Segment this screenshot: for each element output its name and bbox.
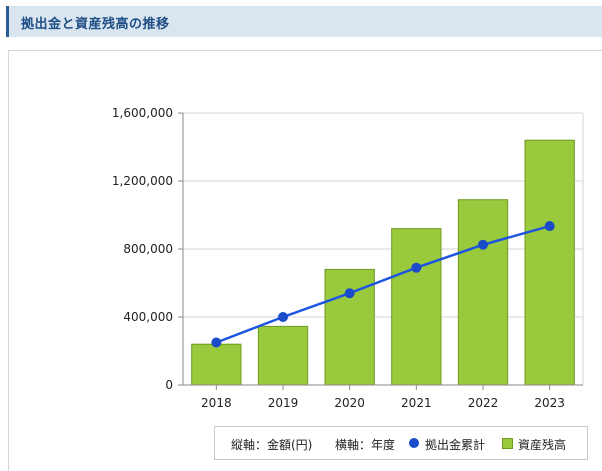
bar-2023 [524,139,575,386]
line-point-2022 [478,239,488,250]
section-title: 拠出金と資産残高の推移 [21,17,170,32]
bar-2018 [191,343,242,386]
section-header: 拠出金と資産残高の推移 [6,6,602,37]
x-tick-label: 2019 [268,396,299,410]
legend-bar-label: 資産残高 [518,438,567,452]
legend-xaxis-note: 横軸：年度 [335,438,396,452]
x-tick-label: 2018 [201,396,232,410]
chart-line [211,221,555,348]
y-tick-label: 400,000 [123,310,173,324]
line-point-2023 [544,221,555,232]
y-tick-label: 0 [165,378,173,392]
chart-y-tick-labels: 0 400,000 800,000 1,200,000 1,600,000 [112,106,173,392]
chart-legend: 縦軸：金額(円) 横軸：年度 拠出金累計 資産残高 [214,426,588,460]
x-tick-label: 2020 [334,396,365,410]
chart-grid [183,112,584,385]
chart-bars [191,139,575,386]
line-point-2020 [344,288,355,299]
y-tick-label: 1,200,000 [112,174,173,188]
legend-line-marker [409,438,419,448]
legend-yaxis-note: 縦軸：金額(円) [231,438,313,452]
x-tick-label: 2022 [468,396,499,410]
line-point-2019 [278,312,288,322]
x-tick-label: 2021 [401,396,432,410]
line-point-2021 [411,262,422,273]
line-series [215,224,551,344]
legend-bar-marker [502,438,513,449]
y-tick-label: 800,000 [123,242,173,256]
chart-axes [178,112,583,390]
bar-2022 [457,199,509,386]
line-point-2018 [211,337,222,348]
x-tick-label: 2023 [534,396,565,410]
bar-2019 [257,325,309,386]
bar-2021 [391,228,442,386]
legend-line-label: 拠出金累計 [425,438,486,452]
y-tick-label: 1,600,000 [112,106,173,120]
chart-x-tick-labels: 2018 2019 2020 2021 2022 2023 [201,396,565,410]
